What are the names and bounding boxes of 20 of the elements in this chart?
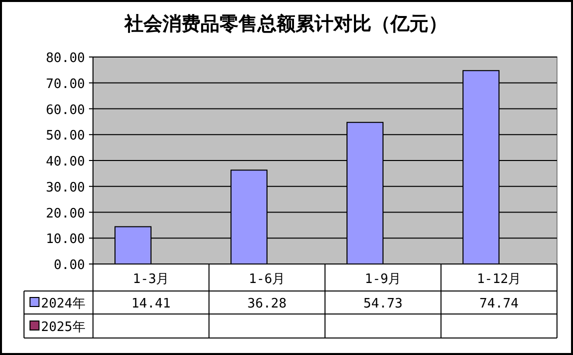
x-tick-label: 1-6月 <box>248 272 286 287</box>
x-tick-label: 1-3月 <box>132 272 170 287</box>
y-tick-label: 10.00 <box>46 232 85 248</box>
chart-title: 社会消费品零售总额累计对比（亿元） <box>124 13 448 35</box>
legend-label: 2025年 <box>41 320 86 335</box>
x-tick-label: 1-9月 <box>364 272 402 287</box>
y-tick-label: 60.00 <box>46 102 85 118</box>
y-tick-label: 50.00 <box>46 128 85 144</box>
y-tick-label: 80.00 <box>46 51 85 66</box>
data-label: 14.41 <box>131 296 171 312</box>
y-tick-label: 70.00 <box>46 76 85 92</box>
data-label: 74.74 <box>479 296 519 312</box>
y-tick-label: 30.00 <box>46 180 85 196</box>
data-label: 36.28 <box>247 296 287 312</box>
x-tick-label: 1-12月 <box>476 272 522 287</box>
legend-label: 2024年 <box>41 296 86 312</box>
y-tick-label: 40.00 <box>46 154 85 170</box>
data-label: 54.73 <box>363 296 403 312</box>
y-tick-label: 0.00 <box>54 258 85 273</box>
y-tick-label: 20.00 <box>46 206 85 222</box>
